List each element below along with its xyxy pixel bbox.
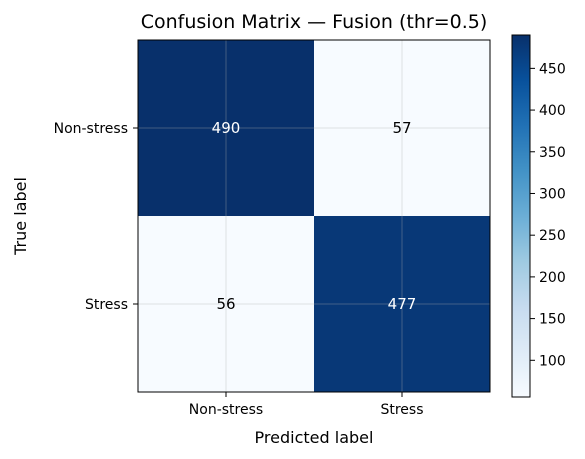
heatmap-cell bbox=[314, 216, 490, 392]
cell-value-label: 56 bbox=[216, 295, 235, 313]
colorbar-tick-label: 400 bbox=[539, 103, 566, 119]
y-axis-ticks: Non-stress Stress bbox=[54, 121, 138, 313]
colorbar-tick-label: 250 bbox=[539, 228, 566, 244]
heatmap-cells bbox=[138, 40, 490, 392]
colorbar-tick-label: 350 bbox=[539, 145, 566, 161]
colorbar-tick-label: 100 bbox=[539, 353, 566, 369]
heatmap-cell bbox=[138, 40, 314, 216]
cell-value-labels: 490 57 56 477 bbox=[212, 119, 417, 313]
plot-frame bbox=[137, 39, 491, 393]
cell-value-label: 477 bbox=[388, 295, 417, 313]
cell-value-label: 490 bbox=[212, 119, 241, 137]
heatmap-cell bbox=[138, 216, 314, 392]
colorbar-tick-label: 300 bbox=[539, 186, 566, 202]
grid-lines bbox=[138, 40, 490, 392]
x-tick-label: Stress bbox=[380, 402, 423, 418]
chart-title: Confusion Matrix — Fusion (thr=0.5) bbox=[141, 11, 488, 33]
y-tick-label: Non-stress bbox=[54, 121, 128, 137]
x-tick-label: Non-stress bbox=[189, 402, 263, 418]
colorbar-ticks: 100 150 200 250 300 350 400 450 bbox=[530, 61, 566, 369]
colorbar-tick-label: 450 bbox=[539, 61, 566, 77]
colorbar-tick-label: 200 bbox=[539, 270, 566, 286]
colorbar-tick-label: 150 bbox=[539, 312, 566, 328]
cell-value-label: 57 bbox=[392, 119, 411, 137]
y-tick-label: Stress bbox=[85, 297, 128, 313]
x-axis-ticks: Non-stress Stress bbox=[189, 392, 424, 418]
heatmap-cell bbox=[314, 40, 490, 216]
colorbar bbox=[511, 34, 531, 398]
x-axis-label: Predicted label bbox=[255, 428, 374, 447]
y-axis-label: True label bbox=[11, 177, 30, 256]
